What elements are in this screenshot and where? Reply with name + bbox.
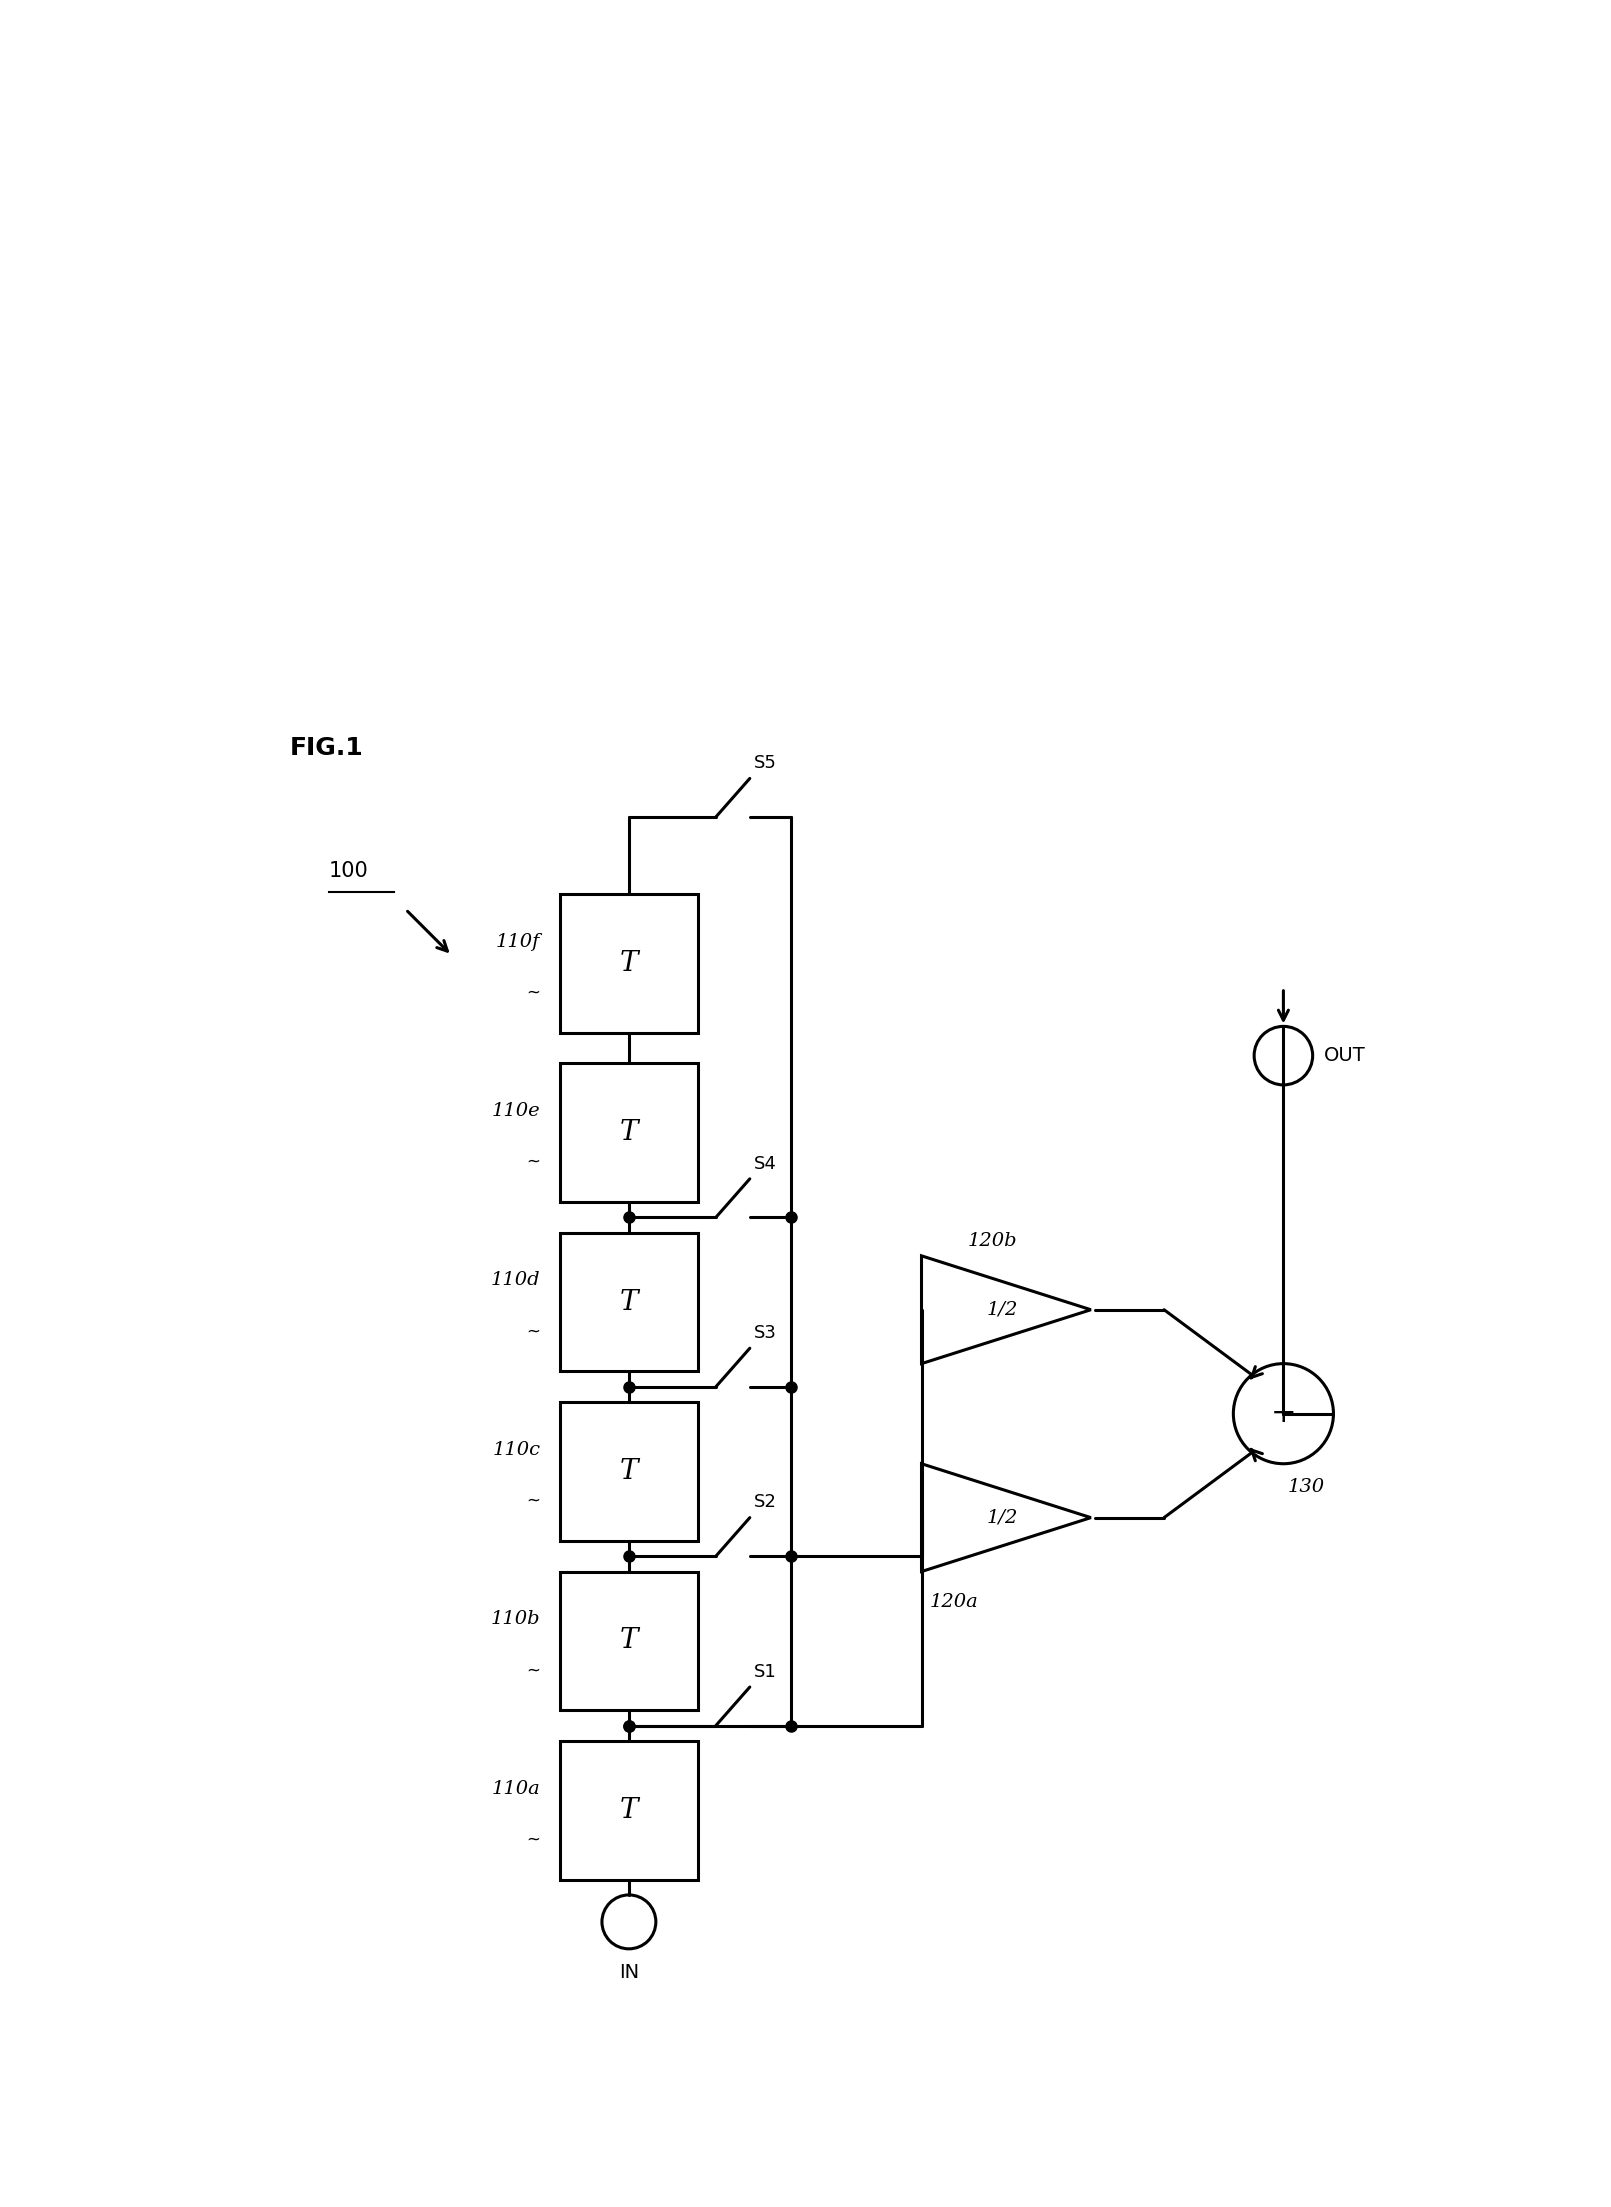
Text: 110c: 110c — [493, 1441, 540, 1459]
Bar — [559, 1401, 698, 1540]
Bar — [559, 894, 698, 1033]
Text: ~: ~ — [527, 1662, 540, 1680]
Text: 110d: 110d — [491, 1271, 540, 1289]
Text: S5: S5 — [754, 755, 777, 772]
Text: S2: S2 — [754, 1494, 777, 1512]
Text: S1: S1 — [754, 1662, 777, 1682]
Text: FIG.1: FIG.1 — [290, 735, 364, 759]
Bar — [559, 1234, 698, 1371]
Text: 100: 100 — [329, 861, 369, 881]
Text: ~: ~ — [527, 1830, 540, 1849]
Text: ~: ~ — [527, 1492, 540, 1510]
Text: T: T — [620, 1796, 638, 1823]
Text: T: T — [620, 949, 638, 978]
Text: S4: S4 — [754, 1154, 777, 1172]
Text: ~: ~ — [527, 984, 540, 1002]
Text: 110a: 110a — [491, 1779, 540, 1799]
Text: IN: IN — [619, 1962, 640, 1982]
Text: T: T — [620, 1459, 638, 1485]
Bar — [559, 1741, 698, 1880]
Text: T: T — [620, 1119, 638, 1145]
Text: OUT: OUT — [1324, 1046, 1366, 1066]
Text: S3: S3 — [754, 1324, 777, 1342]
Text: 1/2: 1/2 — [988, 1510, 1018, 1527]
Text: T: T — [620, 1289, 638, 1315]
Text: 110e: 110e — [491, 1101, 540, 1121]
Text: 120b: 120b — [968, 1232, 1017, 1249]
Text: 120a: 120a — [930, 1593, 978, 1611]
Text: 1/2: 1/2 — [988, 1300, 1018, 1320]
Text: ~: ~ — [527, 1152, 540, 1172]
Text: T: T — [620, 1627, 638, 1655]
Bar — [559, 1064, 698, 1203]
Text: ~: ~ — [527, 1322, 540, 1340]
Bar — [559, 1571, 698, 1710]
Text: 110b: 110b — [491, 1611, 540, 1629]
Text: 110f: 110f — [496, 934, 540, 951]
Text: 130: 130 — [1287, 1479, 1324, 1496]
Text: +: + — [1271, 1399, 1297, 1428]
